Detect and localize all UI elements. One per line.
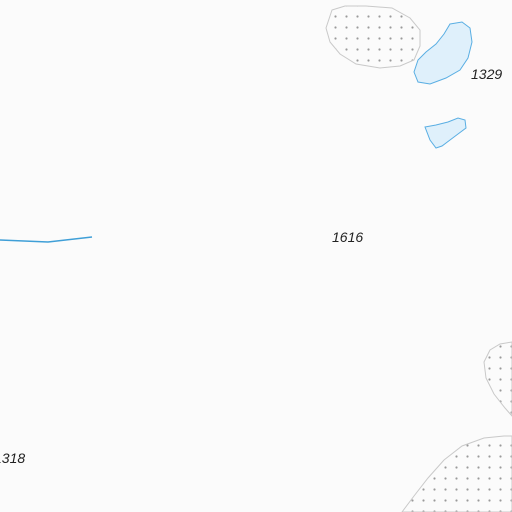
elevation-label-1329: 1329 <box>471 66 503 82</box>
lake-small-east <box>424 117 467 149</box>
marsh-east <box>483 341 512 417</box>
elevation-label-1318: 1318 <box>0 450 26 466</box>
lake-large-ne <box>413 21 473 85</box>
elevation-label-1616: 1616 <box>332 229 364 245</box>
marsh-southeast <box>401 435 512 512</box>
marsh-north <box>325 5 421 69</box>
stream-west <box>0 236 93 243</box>
